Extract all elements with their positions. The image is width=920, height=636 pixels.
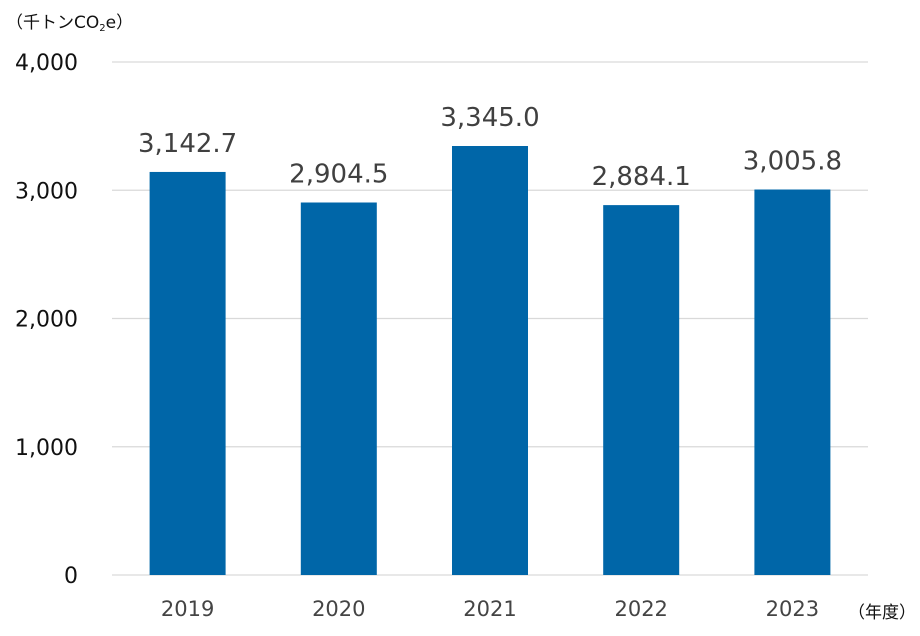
data-label-2019: 3,142.7 bbox=[138, 129, 237, 159]
data-label-2023: 3,005.8 bbox=[743, 147, 842, 177]
bar-2020 bbox=[300, 202, 377, 576]
x-axis-unit-label: （年度） bbox=[848, 603, 916, 623]
y-tick-label-4000: 4,000 bbox=[15, 51, 78, 76]
data-label-2022: 2,884.1 bbox=[592, 162, 691, 192]
y-tick-label-0: 0 bbox=[64, 564, 78, 589]
x-tick-label-2021: 2021 bbox=[463, 597, 516, 621]
data-label-2021: 3,345.0 bbox=[440, 103, 539, 133]
y-tick-label-1000: 1,000 bbox=[15, 436, 78, 461]
x-tick-label-2023: 2023 bbox=[766, 597, 819, 621]
bar-2023 bbox=[754, 189, 831, 575]
y-tick-label-3000: 3,000 bbox=[15, 179, 78, 204]
x-tick-label-2020: 2020 bbox=[312, 597, 365, 621]
bar-2022 bbox=[603, 205, 680, 575]
bar-2021 bbox=[452, 146, 528, 575]
bar-2019 bbox=[149, 171, 226, 575]
x-tick-label-2022: 2022 bbox=[614, 597, 667, 621]
data-label-2020: 2,904.5 bbox=[289, 159, 388, 189]
x-tick-label-2019: 2019 bbox=[161, 597, 214, 621]
y-tick-label-2000: 2,000 bbox=[15, 308, 78, 333]
y-axis-unit-label: （千トンCO2e） bbox=[6, 13, 134, 34]
